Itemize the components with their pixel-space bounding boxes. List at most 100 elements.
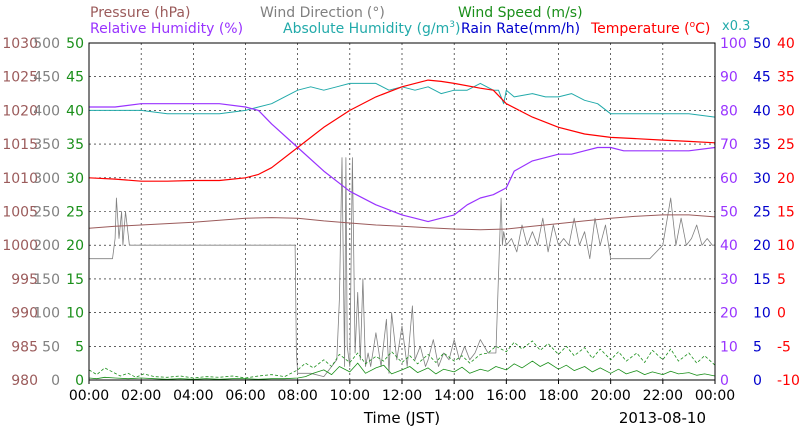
y-tick-wind_speed: 35 <box>66 137 84 153</box>
y-tick-wind_speed: 40 <box>66 103 84 119</box>
y-tick-rain_rate: 10 <box>753 306 771 322</box>
x-axis-label: Time (JST) <box>363 409 440 427</box>
x-tick-label: 00:00 <box>69 388 109 404</box>
x-tick-label: 20:00 <box>590 388 630 404</box>
y-tick-wind_direction: 400 <box>33 103 60 119</box>
y-tick-wind_speed: 25 <box>66 205 84 221</box>
y-tick-wind_speed: 50 <box>66 36 84 52</box>
legend-entry: Pressure (hPa) <box>90 5 190 21</box>
y-tick-temperature: 20 <box>777 171 795 187</box>
y-tick-humidity: 20 <box>720 306 738 322</box>
grid-lines <box>89 43 715 380</box>
y-tick-wind_speed: 45 <box>66 70 84 86</box>
y-tick-humidity: 10 <box>720 339 738 355</box>
series-lines <box>88 79 716 380</box>
legend: Pressure (hPa) Wind Direction (°) Wind Spee… <box>90 5 710 37</box>
y-tick-rain_rate: 30 <box>753 171 771 187</box>
y-tick-pressure: 1010 <box>2 171 38 187</box>
y-tick-temperature: 30 <box>777 103 795 119</box>
y-tick-humidity: 30 <box>720 272 738 288</box>
y-tick-pressure: 1030 <box>2 36 38 52</box>
y-tick-rain_rate: 25 <box>753 205 771 221</box>
y-tick-wind_speed: 5 <box>75 339 84 355</box>
y-tick-wind_speed: 20 <box>66 238 84 254</box>
y-tick-pressure: 1025 <box>2 70 38 86</box>
y-tick-wind_direction: 450 <box>33 70 60 86</box>
y-tick-pressure: 1015 <box>2 137 38 153</box>
y-tick-wind_speed: 30 <box>66 171 84 187</box>
y-tick-wind_speed: 15 <box>66 272 84 288</box>
series-wind-speed-max <box>88 340 716 379</box>
y-tick-humidity: 100 <box>720 36 747 52</box>
legend-entry: Wind Speed (m/s) <box>458 5 583 21</box>
x03-label: x0.3 <box>722 19 750 34</box>
y-tick-wind_direction: 500 <box>33 36 60 52</box>
x-tick-label: 06:00 <box>225 388 265 404</box>
series-pressure <box>88 214 716 231</box>
y-tick-wind_direction: 250 <box>33 205 60 221</box>
y-tick-pressure: 995 <box>11 272 38 288</box>
y-tick-humidity: 0 <box>720 373 729 389</box>
y-tick-temperature: 25 <box>777 137 795 153</box>
y-tick-humidity: 80 <box>720 103 738 119</box>
date-label: 2013-08-10 <box>619 409 706 427</box>
y-tick-temperature: 35 <box>777 70 795 86</box>
y-tick-rain_rate: 20 <box>753 238 771 254</box>
y-tick-wind_direction: 300 <box>33 171 60 187</box>
x-tick-label: 08:00 <box>277 388 317 404</box>
y-tick-wind_direction: 100 <box>33 306 60 322</box>
y-tick-rain_rate: 45 <box>753 70 771 86</box>
series-wind-direction <box>89 157 715 378</box>
y-tick-pressure: 980 <box>11 373 38 389</box>
x-tick-label: 16:00 <box>486 388 526 404</box>
y-tick-wind_direction: 350 <box>33 137 60 153</box>
x-tick-labels: 00:00 02:00 04:00 06:00 08:00 10:00 12:00 14:00… <box>69 380 735 404</box>
y-tick-pressure: 1020 <box>2 103 38 119</box>
y-tick-pressure: 990 <box>11 306 38 322</box>
y-tick-temperature: 40 <box>777 36 795 52</box>
y-tick-temperature: -5 <box>777 339 791 355</box>
y-tick-wind_direction: 150 <box>33 272 60 288</box>
y-tick-wind_speed: 0 <box>75 373 84 389</box>
y-tick-rain_rate: 0 <box>753 373 762 389</box>
y-tick-pressure: 1000 <box>2 238 38 254</box>
legend-entry: Absolute Humidity (g/m3) <box>283 20 460 37</box>
legend-entry: Wind Direction (°) <box>260 5 385 21</box>
y-tick-rain_rate: 35 <box>753 137 771 153</box>
legend-entry: Relative Humidity (%) <box>90 21 243 37</box>
x-tick-label: 22:00 <box>643 388 683 404</box>
y-tick-humidity: 70 <box>720 137 738 153</box>
y-tick-pressure: 985 <box>11 339 38 355</box>
y-tick-temperature: 15 <box>777 205 795 221</box>
series-absolute-humidity <box>89 82 716 118</box>
y-tick-wind_speed: 10 <box>66 306 84 322</box>
y-tick-humidity: 40 <box>720 238 738 254</box>
x-tick-label: 10:00 <box>330 388 370 404</box>
x-tick-label: 00:00 <box>695 388 735 404</box>
y-tick-humidity: 60 <box>720 171 738 187</box>
y-tick-temperature: -10 <box>777 373 800 389</box>
y-tick-humidity: 90 <box>720 70 738 86</box>
y-tick-pressure: 1005 <box>2 205 38 221</box>
x-tick-label: 14:00 <box>434 388 474 404</box>
legend-entry: Temperature (oC) <box>590 20 710 37</box>
y-tick-rain_rate: 15 <box>753 272 771 288</box>
x-tick-label: 12:00 <box>382 388 422 404</box>
legend-entry: Rain Rate(mm/h) <box>461 21 580 37</box>
y-tick-temperature: 5 <box>777 272 786 288</box>
x-tick-label: 04:00 <box>173 388 213 404</box>
y-tick-temperature: 10 <box>777 238 795 254</box>
series-relative-humidity <box>89 103 716 223</box>
y-tick-rain_rate: 50 <box>753 36 771 52</box>
x-tick-label: 18:00 <box>538 388 578 404</box>
y-tick-rain_rate: 5 <box>753 339 762 355</box>
series-temperature <box>88 79 716 182</box>
y-axes-tick-labels: 9809859909951000100510101015102010251030… <box>2 36 800 389</box>
y-tick-rain_rate: 40 <box>753 103 771 119</box>
y-tick-wind_direction: 200 <box>33 238 60 254</box>
y-tick-temperature: 0 <box>777 306 786 322</box>
series-wind-speed <box>88 360 716 380</box>
y-tick-wind_direction: 0 <box>51 373 60 389</box>
y-tick-wind_direction: 50 <box>42 339 60 355</box>
